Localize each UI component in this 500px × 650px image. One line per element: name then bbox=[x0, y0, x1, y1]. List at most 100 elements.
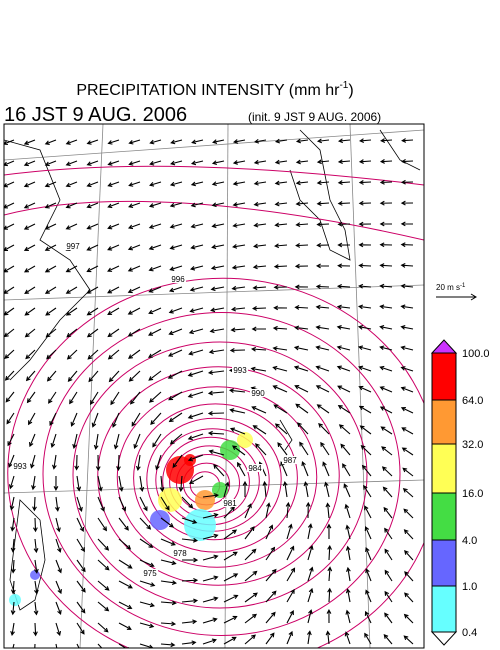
wind-vector bbox=[45, 328, 57, 338]
wind-vector bbox=[382, 486, 393, 498]
wind-vector bbox=[358, 242, 372, 248]
wind-vector bbox=[255, 443, 267, 456]
graticule bbox=[4, 129, 424, 161]
wind-vector bbox=[364, 610, 372, 624]
wind-vector bbox=[181, 517, 198, 524]
wind-vector bbox=[9, 496, 15, 511]
wind-vector bbox=[252, 425, 267, 435]
wind-vector bbox=[315, 385, 330, 393]
wind-vector bbox=[86, 307, 99, 316]
isobar-label-bg bbox=[222, 499, 238, 507]
wind-vector bbox=[55, 643, 58, 648]
wind-vector bbox=[229, 408, 246, 414]
wind-vector bbox=[223, 636, 237, 645]
wind-vector bbox=[326, 608, 332, 624]
wind-vector bbox=[169, 265, 183, 272]
wind-vector bbox=[4, 244, 15, 251]
wind-vector bbox=[360, 444, 372, 456]
wind-vector bbox=[315, 365, 330, 372]
isobar-label: 984 bbox=[248, 464, 262, 473]
wind-vector bbox=[4, 349, 15, 359]
isobar bbox=[72, 341, 368, 609]
wind-vector bbox=[190, 181, 204, 187]
wind-vector bbox=[316, 138, 330, 144]
wind-vector bbox=[135, 454, 141, 471]
wind-vector bbox=[274, 243, 288, 249]
wind-vector bbox=[188, 475, 204, 484]
wind-vector bbox=[403, 508, 414, 519]
wind-vector bbox=[118, 538, 132, 550]
wind-vector bbox=[223, 481, 230, 498]
wind-vector bbox=[187, 370, 204, 377]
wind-vector bbox=[244, 503, 252, 519]
wind-vector bbox=[190, 160, 204, 166]
wind-vector bbox=[294, 325, 309, 331]
wind-vector bbox=[285, 501, 291, 519]
wind-vector bbox=[149, 160, 162, 166]
wind-vector bbox=[400, 158, 414, 164]
wind-vector bbox=[316, 180, 330, 186]
wind-vector bbox=[10, 517, 16, 532]
precip-area bbox=[220, 440, 240, 460]
wind-vector bbox=[294, 263, 309, 269]
wind-vector bbox=[282, 481, 288, 498]
wind-vector bbox=[93, 433, 99, 450]
coastline bbox=[9, 499, 46, 611]
isobar-label: 993 bbox=[233, 366, 247, 375]
wind-vector bbox=[190, 202, 204, 208]
wind-vector bbox=[65, 181, 78, 188]
wind-vector bbox=[237, 461, 246, 477]
wind-vector bbox=[149, 181, 162, 187]
wind-vector bbox=[295, 201, 309, 207]
isobar-label: 987 bbox=[283, 456, 297, 465]
wind-vector bbox=[400, 283, 414, 289]
wind-vector bbox=[252, 285, 267, 291]
wind-vector bbox=[265, 546, 276, 561]
wind-vector bbox=[188, 328, 204, 335]
wind-vector bbox=[116, 454, 121, 472]
wind-vector bbox=[76, 622, 85, 635]
wind-vector bbox=[365, 568, 372, 582]
wind-vector bbox=[55, 559, 62, 574]
wind-vector bbox=[316, 201, 330, 206]
wind-vector bbox=[337, 180, 351, 185]
wind-vector bbox=[23, 202, 36, 209]
wind-vector bbox=[65, 160, 78, 167]
init-time: (init. 9 JST 9 AUG. 2006) bbox=[248, 110, 381, 124]
wind-vector bbox=[4, 139, 15, 146]
wind-vector bbox=[127, 265, 141, 272]
wind-vector bbox=[208, 449, 225, 456]
wind-vector bbox=[76, 580, 86, 593]
wind-vector bbox=[4, 223, 15, 230]
wind-vector bbox=[273, 284, 288, 290]
wind-vector bbox=[24, 328, 36, 338]
wind-vector bbox=[10, 580, 16, 595]
wind-vector bbox=[86, 139, 99, 145]
wind-vector bbox=[232, 223, 246, 228]
wind-vector bbox=[127, 328, 141, 337]
wind-vector bbox=[148, 328, 162, 336]
wind-vector bbox=[400, 304, 414, 310]
wind-vector bbox=[403, 529, 414, 540]
graticule bbox=[224, 124, 229, 648]
isobar-label: 975 bbox=[143, 569, 157, 578]
wind-vector bbox=[45, 307, 57, 316]
wind-vector bbox=[160, 538, 176, 546]
wind-vector bbox=[272, 385, 288, 393]
wind-vector bbox=[273, 404, 288, 414]
wind-vector bbox=[379, 283, 393, 289]
wind-vector bbox=[250, 366, 267, 372]
wind-vector bbox=[97, 643, 103, 648]
wind-vector bbox=[172, 454, 183, 469]
wind-vector bbox=[65, 307, 78, 316]
wind-vector bbox=[253, 180, 267, 186]
isobar-label-bg bbox=[247, 464, 263, 472]
wind-vector bbox=[133, 433, 141, 450]
wind-vector bbox=[24, 286, 36, 294]
wind-vector bbox=[293, 365, 309, 372]
wind-vector bbox=[69, 391, 78, 405]
wind-vector bbox=[401, 427, 414, 435]
wind-vector bbox=[253, 138, 267, 144]
wind-vector bbox=[24, 307, 36, 316]
wind-vector bbox=[305, 501, 311, 519]
